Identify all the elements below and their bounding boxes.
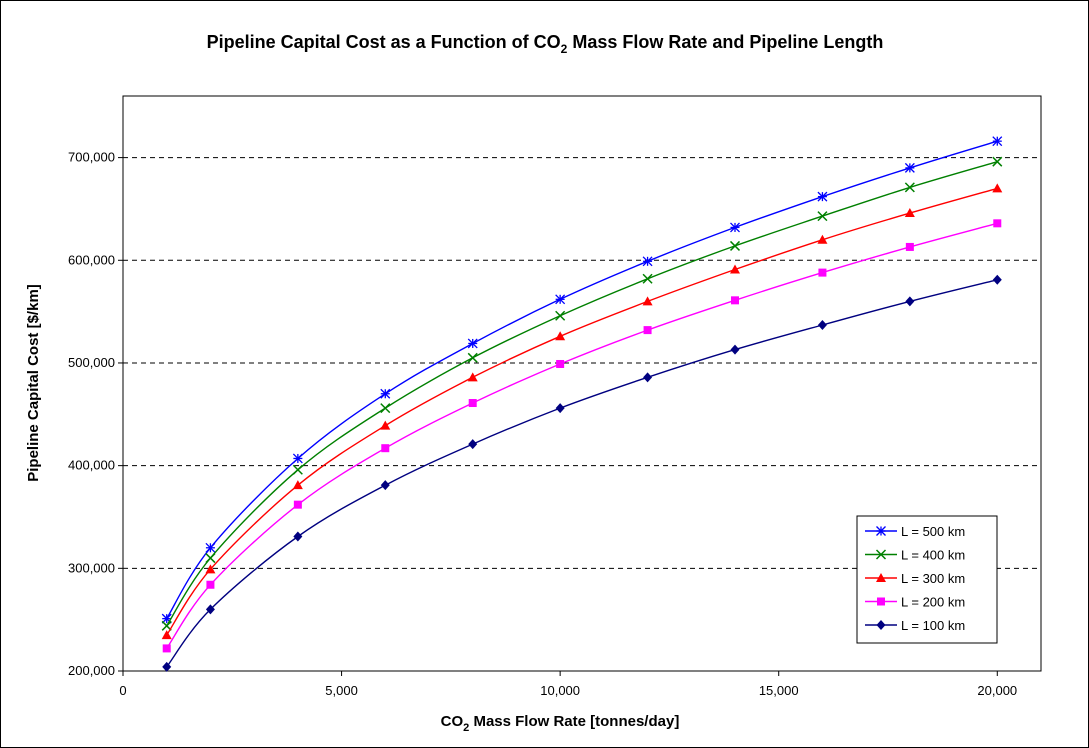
data-point [642,256,653,267]
data-point [730,264,740,274]
data-point [992,136,1003,147]
data-point [162,644,171,653]
data-point [555,403,565,414]
data-point [205,564,216,574]
data-point [817,234,828,244]
legend-item: L = 300 km [865,571,965,586]
y-tick-label: 600,000 [68,252,115,267]
data-point [730,222,740,233]
data-point [555,294,566,305]
data-point [292,453,303,464]
data-point [292,480,303,490]
x-tick-label: 20,000 [977,683,1017,698]
data-point [206,580,215,589]
data-point [992,156,1003,167]
data-point [468,399,477,408]
x-tick-label: 10,000 [540,683,580,698]
data-point [904,208,915,218]
data-point [161,620,172,631]
data-point [729,240,741,251]
data-point [205,542,216,553]
data-point [293,500,302,509]
data-point [380,388,391,399]
legend-item: L = 100 km [865,618,965,633]
data-point [556,359,565,368]
data-point [905,242,914,251]
data-point [161,630,172,640]
legend-marker [875,549,887,560]
x-axis-ticks: 0 5,000 10,000 15,000 20,000 [119,671,1017,698]
legend-label: L = 500 km [901,524,965,539]
data-point [467,338,478,349]
chart-title: Pipeline Capital Cost as a Function of C… [207,32,884,56]
data-point [381,444,390,453]
data-point [642,296,653,306]
series-line-2 [166,161,998,627]
y-tick-label: 700,000 [68,150,115,165]
x-axis-title: CO2 Mass Flow Rate [tonnes/day] [441,713,680,734]
legend: L = 500 km L = 400 km L = 300 km L = 200 km… [856,515,998,644]
data-point [467,372,478,382]
data-point [205,553,216,564]
grid-lines [123,157,1041,569]
legend-label: L = 300 km [901,571,965,586]
data-point [162,661,172,672]
data-point [904,182,915,193]
data-point [905,296,915,307]
legend-marker [876,573,886,582]
data-point [731,296,739,305]
data-point [380,480,390,491]
y-axis-ticks: 200,000 300,000 400,000 500,000 600,000 700,0… [68,150,123,678]
data-point [642,273,653,284]
data-point [292,464,303,475]
y-tick-label: 300,000 [68,560,115,575]
data-point [730,344,740,355]
legend-item: L = 200 km [865,595,965,610]
data-point [904,162,915,173]
x-tick-label: 0 [119,683,126,698]
data-point [817,191,828,202]
legend-label: L = 100 km [901,618,965,633]
legend-marker [876,526,886,536]
data-point [467,352,478,363]
data-point [555,310,566,321]
x-tick-label: 15,000 [759,683,799,698]
series-line-1 [166,140,998,619]
data-point [818,268,827,277]
data-point [643,326,652,335]
data-point [555,331,566,341]
data-point [992,183,1003,193]
data-point [993,219,1002,228]
legend-marker [877,597,885,606]
data-point [380,420,391,430]
data-point [817,319,827,330]
data-point [468,439,478,450]
data-point [293,531,303,542]
legend-marker [876,620,886,630]
data-point [817,211,828,222]
y-tick-label: 400,000 [68,458,115,473]
x-tick-label: 5,000 [325,683,358,698]
legend-item: L = 500 km [865,524,965,539]
y-tick-label: 200,000 [68,663,115,678]
legend-label: L = 400 km [901,548,965,563]
legend-item: L = 400 km [865,548,965,563]
data-point [205,604,215,615]
plot-area [122,95,1042,672]
legend-label: L = 200 km [901,595,965,610]
data-point [643,372,653,383]
series-layer [161,136,1003,672]
data-point [380,403,391,414]
y-tick-label: 500,000 [68,355,115,370]
y-axis-title: Pipeline Capital Cost [$/km] [25,284,42,482]
data-point [992,274,1002,285]
